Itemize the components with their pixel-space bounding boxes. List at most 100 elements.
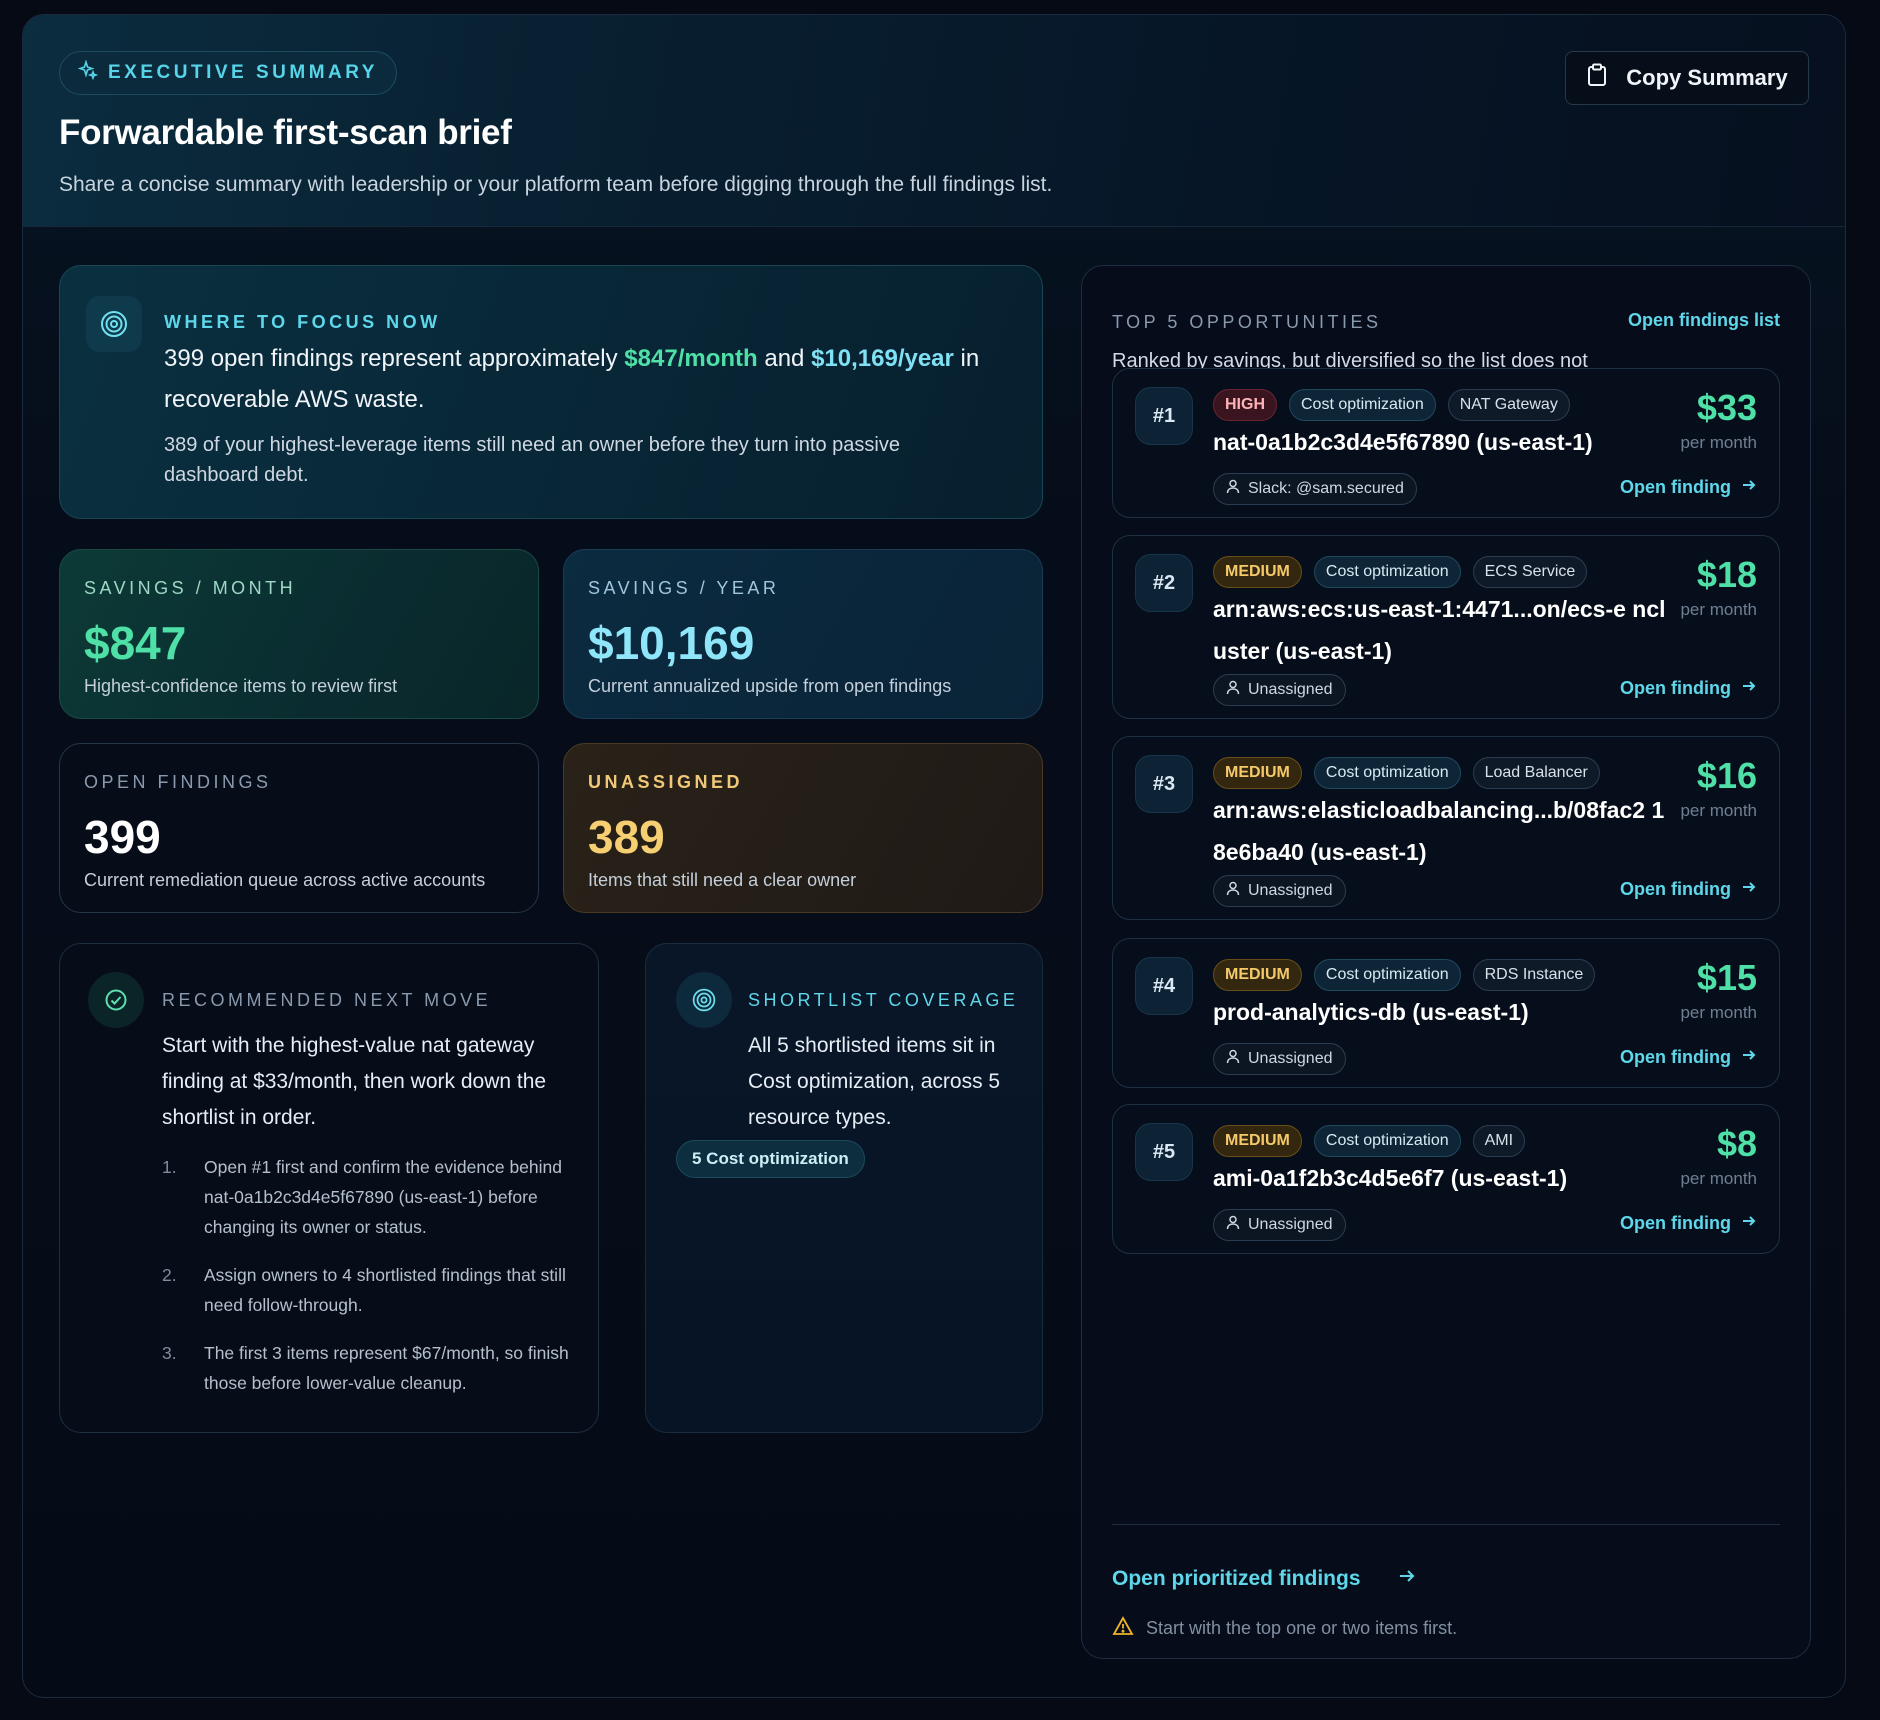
divider (1112, 1524, 1780, 1525)
open-finding-link[interactable]: Open finding (1620, 477, 1757, 498)
savings-amount: $15 per month (1680, 957, 1757, 1022)
rank-badge: #3 (1135, 755, 1193, 813)
tag-row: MEDIUM Cost optimization Load Balancer (1213, 757, 1600, 789)
opportunity-card: #5 MEDIUM Cost optimization AMI ami-0a1f… (1112, 1104, 1780, 1254)
top5-label: TOP 5 OPPORTUNITIES (1112, 312, 1382, 332)
arrow-right-icon (1741, 1047, 1757, 1068)
focus-detail: 389 of your highest-leverage items still… (164, 434, 900, 486)
coverage-pill: 5 Cost optimization (676, 1140, 865, 1178)
eyebrow-badge: EXECUTIVE SUMMARY (59, 51, 397, 95)
summary-panel: EXECUTIVE SUMMARY Forwardable first-scan… (22, 14, 1846, 1698)
open-finding-link[interactable]: Open finding (1620, 678, 1757, 699)
header: EXECUTIVE SUMMARY Forwardable first-scan… (23, 15, 1845, 227)
open-findings-value: 399 (84, 811, 161, 863)
category-tag: Cost optimization (1313, 757, 1461, 789)
opportunity-card: #3 MEDIUM Cost optimization Load Balance… (1112, 736, 1780, 920)
open-findings-list-link[interactable]: Open findings list (1628, 310, 1780, 330)
focus-label: WHERE TO FOCUS NOW (164, 312, 441, 332)
arrow-right-icon (1741, 477, 1757, 498)
owner-chip[interactable]: Unassigned (1213, 674, 1346, 706)
resource-type-tag: Load Balancer (1472, 757, 1600, 789)
resource-name: arn:aws:elasticloadbalancing...b/08fac2 … (1213, 797, 1665, 865)
category-tag: Cost optimization (1289, 389, 1436, 421)
rank-badge: #2 (1135, 554, 1193, 612)
savings-amount: $33 per month (1680, 387, 1757, 452)
user-icon (1226, 680, 1240, 700)
yearly-waste: $10,169/year (811, 345, 954, 372)
clipboard-icon (1586, 63, 1608, 93)
coverage-lead: All 5 shortlisted items sit in Cost opti… (748, 1034, 1001, 1129)
focus-card: WHERE TO FOCUS NOW 399 open findings rep… (59, 265, 1043, 519)
category-tag: Cost optimization (1313, 959, 1461, 991)
resource-name: arn:aws:ecs:us-east-1:4471...on/ecs-e nc… (1213, 596, 1666, 664)
user-icon (1226, 1049, 1240, 1069)
severity-tag: MEDIUM (1213, 556, 1302, 588)
open-finding-link[interactable]: Open finding (1620, 1047, 1757, 1068)
resource-type-tag: AMI (1472, 1125, 1526, 1157)
step-item: 1. Open #1 first and confirm the evidence… (162, 1157, 562, 1237)
check-circle-icon (88, 972, 144, 1028)
resource-type-tag: ECS Service (1472, 556, 1588, 588)
tag-row: MEDIUM Cost optimization AMI (1213, 1125, 1526, 1157)
recommended-lead: Start with the highest-value nat gateway… (162, 1034, 547, 1129)
tag-row: MEDIUM Cost optimization ECS Service (1213, 556, 1588, 588)
sparkle-icon (77, 59, 99, 86)
open-finding-link[interactable]: Open finding (1620, 879, 1757, 900)
tag-row: MEDIUM Cost optimization RDS Instance (1213, 959, 1596, 991)
step-item: 3. The first 3 items represent $67/month,… (162, 1343, 569, 1393)
resource-type-tag: NAT Gateway (1447, 389, 1570, 421)
resource-name: prod-analytics-db (us-east-1) (1213, 999, 1529, 1025)
rank-badge: #4 (1135, 957, 1193, 1015)
owner-chip[interactable]: Unassigned (1213, 1043, 1346, 1075)
step-item: 2. Assign owners to 4 shortlisted finding… (162, 1265, 566, 1315)
owner-chip[interactable]: Slack: @sam.secured (1213, 473, 1417, 505)
copy-summary-button[interactable]: Copy Summary (1565, 51, 1809, 105)
tag-row: HIGH Cost optimization NAT Gateway (1213, 389, 1570, 421)
open-prioritized-findings-link[interactable]: Open prioritized findings (1112, 1566, 1417, 1592)
resource-name: nat-0a1b2c3d4e5f67890 (us-east-1) (1213, 429, 1593, 455)
arrow-right-icon (1741, 678, 1757, 699)
coverage-label: SHORTLIST COVERAGE (748, 990, 1019, 1010)
warning-icon (1112, 1616, 1134, 1641)
arrow-right-icon (1397, 1566, 1417, 1592)
open-finding-link[interactable]: Open finding (1620, 1213, 1757, 1234)
severity-tag: MEDIUM (1213, 757, 1302, 789)
page-subtitle: Share a concise summary with leadership … (59, 173, 1053, 196)
rank-badge: #1 (1135, 387, 1193, 445)
resource-name: ami-0a1f2b3c4d5e6f7 (us-east-1) (1213, 1165, 1568, 1191)
recommended-steps: 1. Open #1 first and confirm the evidence… (162, 1152, 582, 1416)
page-title: Forwardable first-scan brief (59, 113, 512, 152)
user-icon (1226, 479, 1240, 499)
monthly-waste: $847/month (624, 345, 758, 372)
savings-month-card: SAVINGS / MONTH $847 Highest-confidence … (59, 549, 539, 719)
recommended-label: RECOMMENDED NEXT MOVE (162, 990, 492, 1010)
coverage-card: SHORTLIST COVERAGE All 5 shortlisted ite… (645, 943, 1043, 1433)
savings-amount: $18 per month (1680, 554, 1757, 619)
eyebrow-text: EXECUTIVE SUMMARY (108, 62, 378, 83)
opportunity-card: #1 HIGH Cost optimization NAT Gateway na… (1112, 368, 1780, 518)
recommended-card: RECOMMENDED NEXT MOVE Start with the hig… (59, 943, 599, 1433)
target-icon (86, 296, 142, 352)
top5-note: Start with the top one or two items firs… (1112, 1616, 1457, 1641)
arrow-right-icon (1741, 1213, 1757, 1234)
category-tag: Cost optimization (1313, 1125, 1461, 1157)
owner-chip[interactable]: Unassigned (1213, 875, 1346, 907)
rank-badge: #5 (1135, 1123, 1193, 1181)
user-icon (1226, 1215, 1240, 1235)
savings-amount: $16 per month (1680, 755, 1757, 820)
top-opportunities-card: TOP 5 OPPORTUNITIES Open findings list R… (1081, 265, 1811, 1659)
open-findings-card: OPEN FINDINGS 399 Current remediation qu… (59, 743, 539, 913)
severity-tag: MEDIUM (1213, 959, 1302, 991)
opportunity-card: #2 MEDIUM Cost optimization ECS Service … (1112, 535, 1780, 719)
copy-summary-label: Copy Summary (1626, 65, 1788, 90)
category-tag: Cost optimization (1313, 556, 1461, 588)
severity-tag: MEDIUM (1213, 1125, 1302, 1157)
unassigned-card: UNASSIGNED 389 Items that still need a c… (563, 743, 1043, 913)
savings-month-value: $847 (84, 617, 187, 669)
target-icon (676, 972, 732, 1028)
savings-year-card: SAVINGS / YEAR $10,169 Current annualize… (563, 549, 1043, 719)
resource-type-tag: RDS Instance (1472, 959, 1596, 991)
unassigned-value: 389 (588, 811, 665, 863)
savings-amount: $8 per month (1680, 1123, 1757, 1188)
owner-chip[interactable]: Unassigned (1213, 1209, 1346, 1241)
